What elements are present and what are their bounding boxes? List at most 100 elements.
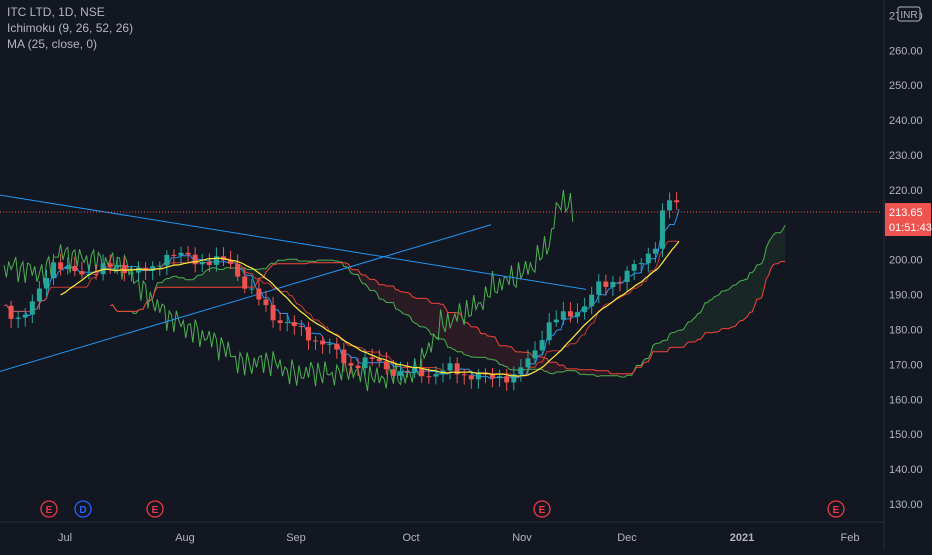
candle[interactable] <box>30 301 35 314</box>
candle[interactable] <box>271 305 276 320</box>
candle[interactable] <box>596 281 601 294</box>
candle[interactable] <box>72 266 77 271</box>
candle[interactable] <box>525 358 530 367</box>
candle[interactable] <box>448 363 453 370</box>
candle[interactable] <box>79 271 84 274</box>
candle[interactable] <box>561 311 566 319</box>
candle[interactable] <box>497 376 502 378</box>
candle[interactable] <box>547 322 552 340</box>
ichimoku-cloud-segment <box>419 298 421 326</box>
candle[interactable] <box>518 367 523 374</box>
ichimoku-cloud-segment <box>688 322 690 342</box>
price-axis[interactable]: 270.00260.00250.00240.00230.00220.00210.… <box>884 0 932 550</box>
candle[interactable] <box>306 327 311 341</box>
candle[interactable] <box>186 253 191 255</box>
ichimoku-cloud-segment <box>422 298 424 326</box>
candle[interactable] <box>462 374 467 375</box>
ichimoku-cloud-segment <box>759 264 761 299</box>
candle[interactable] <box>115 265 120 267</box>
candle[interactable] <box>405 371 410 372</box>
candle[interactable] <box>122 265 127 273</box>
candle[interactable] <box>639 263 644 264</box>
candle[interactable] <box>23 315 28 318</box>
candle[interactable] <box>540 340 545 350</box>
candle[interactable] <box>58 262 63 269</box>
candle[interactable] <box>320 341 325 345</box>
candle[interactable] <box>242 277 247 289</box>
candle[interactable] <box>171 255 176 256</box>
ma-legend[interactable]: MA (25, close, 0) <box>7 36 133 52</box>
candle[interactable] <box>235 264 240 277</box>
candle[interactable] <box>263 299 268 305</box>
candle[interactable] <box>589 295 594 307</box>
ichimoku-cloud-segment <box>780 229 782 261</box>
candle[interactable] <box>667 200 672 210</box>
candle[interactable] <box>9 306 14 319</box>
candle[interactable] <box>660 210 665 248</box>
candle[interactable] <box>617 282 622 283</box>
candle[interactable] <box>370 357 375 359</box>
symbol-title[interactable]: ITC LTD, 1D, NSE <box>7 4 133 20</box>
candle[interactable] <box>193 255 198 265</box>
candle[interactable] <box>469 375 474 379</box>
candle[interactable] <box>363 357 368 368</box>
candle[interactable] <box>348 363 353 365</box>
candle[interactable] <box>94 274 99 275</box>
candle[interactable] <box>646 254 651 263</box>
candle[interactable] <box>625 271 630 282</box>
candle[interactable] <box>476 374 481 380</box>
candle[interactable] <box>313 340 318 341</box>
ichimoku-cloud-segment <box>714 296 716 332</box>
candle[interactable] <box>129 273 134 274</box>
candle[interactable] <box>37 289 42 302</box>
candle[interactable] <box>327 344 332 345</box>
ichimoku-cloud-segment <box>219 269 221 287</box>
candle[interactable] <box>568 311 573 316</box>
candle[interactable] <box>391 369 396 375</box>
candle[interactable] <box>157 266 162 267</box>
candle[interactable] <box>179 253 184 256</box>
ichimoku-cloud-segment <box>174 276 176 287</box>
candle[interactable] <box>285 322 290 323</box>
candle[interactable] <box>356 366 361 369</box>
ichimoku-cloud-segment <box>198 275 200 287</box>
candle[interactable] <box>207 262 212 265</box>
candle[interactable] <box>632 264 637 271</box>
candle[interactable] <box>610 282 615 287</box>
candle[interactable] <box>278 320 283 323</box>
candle[interactable] <box>249 289 254 290</box>
candle[interactable] <box>256 289 261 300</box>
candle[interactable] <box>554 320 559 323</box>
candle[interactable] <box>65 266 70 269</box>
candle[interactable] <box>16 318 21 319</box>
candle[interactable] <box>533 350 538 358</box>
price-tick-label: 160.00 <box>889 394 923 406</box>
candle[interactable] <box>384 361 389 369</box>
candle[interactable] <box>433 374 438 376</box>
candle[interactable] <box>334 344 339 350</box>
candle[interactable] <box>674 200 679 202</box>
candle[interactable] <box>341 350 346 364</box>
ichimoku-legend[interactable]: Ichimoku (9, 26, 52, 26) <box>7 20 133 36</box>
candle[interactable] <box>377 359 382 361</box>
candle[interactable] <box>603 281 608 287</box>
candle[interactable] <box>200 262 205 264</box>
candle[interactable] <box>44 278 49 289</box>
candle[interactable] <box>504 376 509 382</box>
candle[interactable] <box>575 312 580 316</box>
candle[interactable] <box>108 263 113 267</box>
candle[interactable] <box>582 306 587 312</box>
candle[interactable] <box>412 368 417 372</box>
candle[interactable] <box>292 322 297 326</box>
candle[interactable] <box>426 376 431 377</box>
candle[interactable] <box>136 268 141 273</box>
candle[interactable] <box>51 262 56 278</box>
candle[interactable] <box>653 249 658 254</box>
candle[interactable] <box>299 326 304 327</box>
candle[interactable] <box>164 255 169 266</box>
candle[interactable] <box>398 371 403 376</box>
